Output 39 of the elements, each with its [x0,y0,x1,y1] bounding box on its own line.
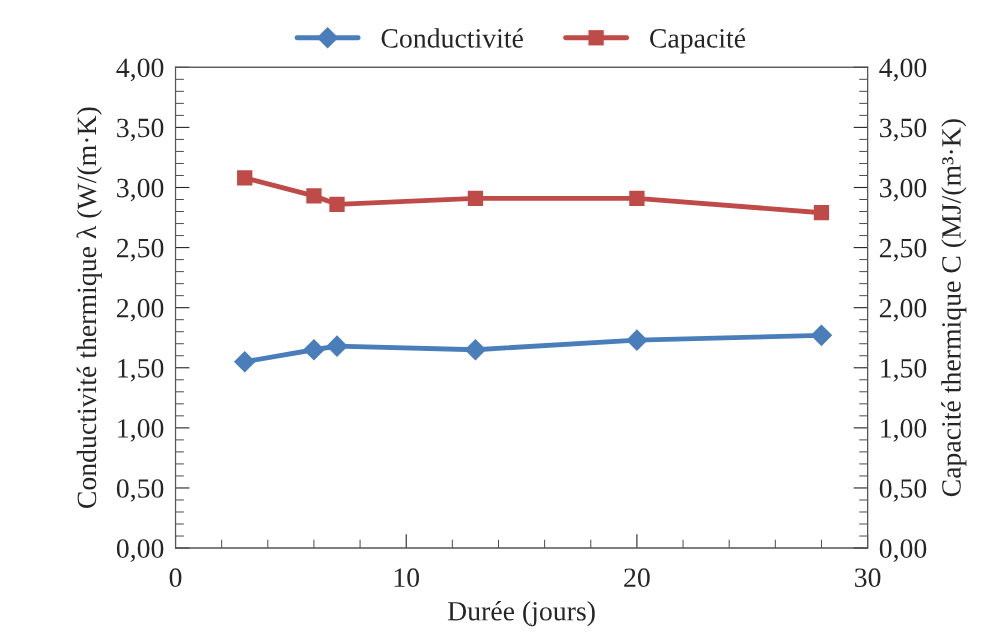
legend-label: Capacité [650,28,746,54]
x-tick-label: 10 [394,568,420,588]
x-axis-title: Durée (jours) [447,601,595,627]
y2-tick-label: 3,50 [880,118,927,142]
y-tick-label: 1,50 [118,358,164,382]
legend-label: Conductivité [381,28,523,48]
y-tick-label: 2,00 [117,298,164,322]
y2-tick-label: 3,00 [880,178,927,202]
y-tick-label: 3,50 [117,118,164,142]
point [233,350,256,373]
y2-tick-label: 1,50 [881,358,927,382]
y2-axis-title: Capacité thermique C (MJ/(m³·K) [941,119,967,497]
y-axis-title: Conductivité thermique λ (W/(m·K) [76,107,102,509]
point [326,335,348,357]
y2-tick-label: 2,50 [879,238,927,262]
y2-tick-label: 2,00 [879,298,927,322]
x-tick-label: 20 [624,568,650,588]
y-tick-label: 0,00 [116,539,164,562]
y2-tick-label: 4,00 [879,58,927,82]
point [629,190,645,206]
y-tick-label: 3,00 [117,178,164,202]
y-tick-label: 0,50 [116,479,164,502]
y2-tick-label: 0,00 [879,539,927,562]
point [237,170,253,186]
y-tick-label: 2,50 [117,238,164,262]
x-tick-label: 30 [855,568,881,588]
point [810,324,833,347]
point [626,329,648,351]
point [813,205,830,221]
point [467,190,484,206]
point [329,196,345,212]
y2-tick-label: 0,50 [879,479,927,502]
y-tick-label: 1,00 [118,419,164,442]
y2-tick-label: 1,00 [881,419,927,442]
x-tick-label: 0 [169,568,182,588]
y-tick-label: 4,00 [116,58,164,82]
point [303,338,325,361]
point [306,188,322,204]
point [464,338,487,361]
